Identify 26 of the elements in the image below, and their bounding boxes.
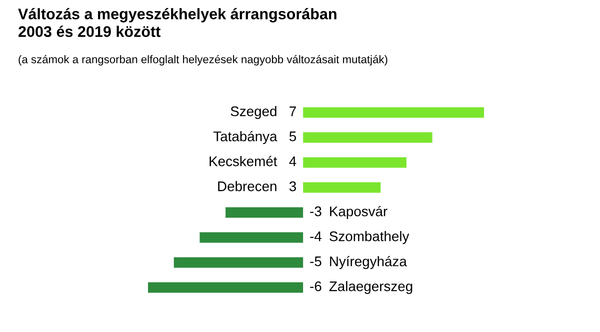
data-label: 4 xyxy=(289,156,296,166)
data-label: -6 xyxy=(310,281,322,292)
chart-title: Változás a megyeszékhelyek árrangsorában 2003 és 2019 között xyxy=(18,8,336,38)
bar xyxy=(200,232,304,243)
data-label: 5 xyxy=(289,132,296,142)
data-label: 3 xyxy=(289,181,296,192)
data-label: -4 xyxy=(310,232,322,242)
data-label: -3 xyxy=(310,206,322,216)
y-tick-label: Szombathely xyxy=(330,231,410,244)
y-tick-label: Nyíregyháza xyxy=(330,256,407,270)
bar xyxy=(226,207,304,218)
bar xyxy=(148,282,304,293)
bar xyxy=(303,107,484,118)
bar xyxy=(174,257,304,268)
y-tick-label: Tatabánya xyxy=(213,130,278,144)
y-tick-label: Zalaegerszeg xyxy=(329,281,412,294)
y-tick-label: Debrecen xyxy=(218,181,276,192)
data-label: 7 xyxy=(290,106,296,116)
bar xyxy=(303,157,406,168)
data-label: -5 xyxy=(310,256,322,266)
chart-subtitle: (a számok a rangsorban elfoglalt helyezések nagyobb változásait mutatják) xyxy=(18,55,388,66)
y-tick-label: Kecskemét xyxy=(210,156,278,166)
bar xyxy=(303,132,432,143)
y-tick-label: Szeged xyxy=(230,106,276,119)
bar xyxy=(303,182,381,193)
y-tick-label: Kaposvár xyxy=(330,206,388,220)
